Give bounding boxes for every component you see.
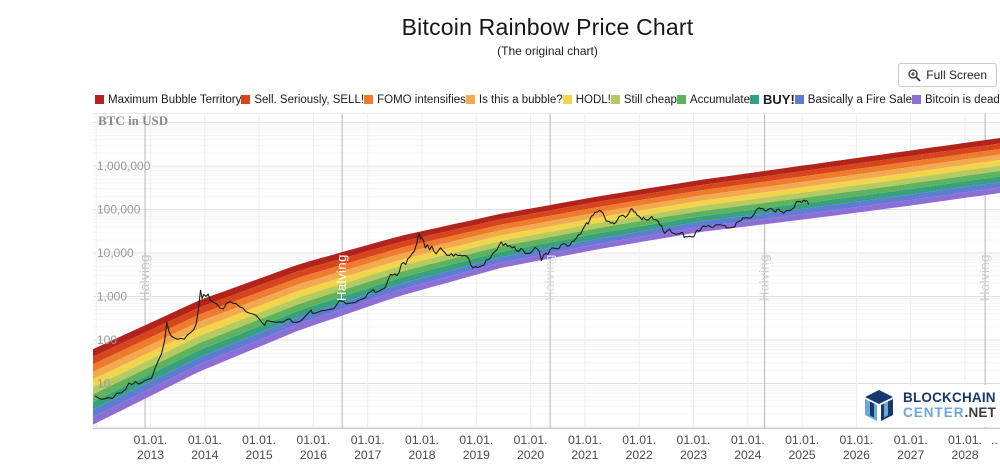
legend-swatch: [562, 95, 572, 104]
legend-label: FOMO intensifies: [377, 93, 466, 106]
x-tick-label: 01.01. 2017: [351, 433, 385, 462]
legend-label: Still cheap: [623, 93, 677, 106]
x-tick-label: 01.01. 2013: [134, 433, 168, 462]
x-tick-label: 01.01. 2019: [459, 433, 493, 462]
legend-swatch: [610, 95, 620, 104]
legend-item-sell-seriously-sell: Sell. Seriously, SELL!: [241, 94, 364, 106]
legend-label: Basically a Fire Sale: [807, 93, 912, 106]
logo-text: BLOCKCHAIN CENTER.NET: [903, 391, 996, 420]
legend-swatch: [241, 95, 251, 104]
legend-label: Accumulate: [689, 93, 750, 106]
x-tick-label: 01.01. 2028: [948, 433, 982, 462]
zoom-in-magnifier-icon: [908, 68, 921, 82]
legend-label: BUY!: [763, 92, 795, 107]
legend-item-maximum-bubble-territory: Maximum Bubble Territory: [95, 94, 241, 106]
legend-swatch: [465, 95, 475, 104]
legend-item-still-cheap: Still cheap: [610, 93, 677, 106]
legend-item-bitcoin-is-dead: Bitcoin is dead: [911, 93, 1000, 106]
price-line-group: [94, 199, 810, 400]
x-tick-label: 01.01. 2027: [894, 433, 928, 462]
halving-label: Halving: [542, 254, 557, 301]
halving-label: Halving: [977, 254, 992, 301]
legend-swatch: [676, 95, 686, 104]
x-tick-label: 01.01. 2018: [405, 433, 439, 462]
page-subtitle: (The original chart): [497, 44, 598, 58]
chart-header: Bitcoin Rainbow Price Chart (The origina…: [95, 14, 1000, 58]
legend-swatch: [364, 95, 374, 104]
halving-label: Halving: [137, 254, 152, 301]
cube-logo-icon: [865, 390, 893, 421]
x-tick-label: 01.01. 2023: [677, 433, 711, 462]
logo-text-center: CENTER: [903, 405, 965, 420]
y-tick-label: 1,000: [97, 290, 127, 304]
legend-item-is-this-a-bubble: Is this a bubble?: [465, 93, 563, 106]
x-tick-label: 01.01. 2015: [242, 433, 276, 462]
logo-text-net: .NET: [964, 405, 997, 420]
full-screen-label: Full Screen: [926, 68, 987, 82]
legend-swatch: [911, 95, 921, 104]
chart-legend: Maximum Bubble Territory Sell. Seriously,…: [95, 92, 1000, 107]
x-tick-label: 01.01. 2016: [296, 433, 330, 462]
legend-item-fomo-intensifies: FOMO intensifies: [364, 94, 466, 106]
legend-label: Bitcoin is dead: [924, 93, 1000, 106]
y-tick-label: 1,000,000: [97, 159, 151, 173]
legend-item-buy: BUY!: [750, 92, 795, 107]
logo-text-blockchain: BLOCKCHAIN: [903, 390, 996, 406]
x-tick-label: 01.01. 2020: [514, 433, 548, 462]
page-title: Bitcoin Rainbow Price Chart: [401, 14, 694, 40]
full-screen-button[interactable]: Full Screen: [898, 63, 997, 87]
x-tick-label: 01.01. 2014: [188, 433, 222, 462]
x-tick-label: 01.01. 2022: [622, 433, 656, 462]
legend-item-basically-a-fire-sale: Basically a Fire Sale: [794, 93, 912, 106]
x-axis-overflow-label: ..: [991, 433, 998, 447]
x-tick-label: 01.01. 2025: [785, 433, 819, 462]
legend-label: Is this a bubble?: [478, 93, 563, 106]
blockchaincenter-logo[interactable]: BLOCKCHAIN CENTER.NET: [858, 385, 1000, 427]
y-axis-title: BTC in USD: [98, 113, 168, 128]
legend-item-hodl: HODL!: [562, 93, 611, 106]
legend-label: HODL!: [575, 93, 611, 106]
legend-label: Maximum Bubble Territory: [108, 93, 242, 106]
legend-item-accumulate: Accumulate: [676, 93, 750, 106]
y-tick-label: 100: [97, 333, 117, 347]
legend-swatch: [95, 95, 104, 104]
x-tick-label: 01.01. 2021: [568, 433, 602, 462]
y-tick-label: 10: [97, 377, 111, 391]
logo-text-center-net: CENTER.NET: [903, 405, 997, 421]
y-tick-label: 100,000: [97, 203, 141, 217]
legend-label: Sell. Seriously, SELL!: [254, 93, 365, 106]
x-tick-label: 01.01. 2026: [839, 433, 873, 462]
legend-swatch: [750, 95, 759, 104]
halving-label: Halving: [334, 254, 349, 301]
y-tick-label: 10,000: [97, 246, 134, 260]
halving-label: Halving: [757, 254, 772, 301]
btc-price-line: [94, 199, 810, 400]
legend-swatch: [794, 95, 804, 104]
x-tick-label: 01.01. 2024: [731, 433, 765, 462]
